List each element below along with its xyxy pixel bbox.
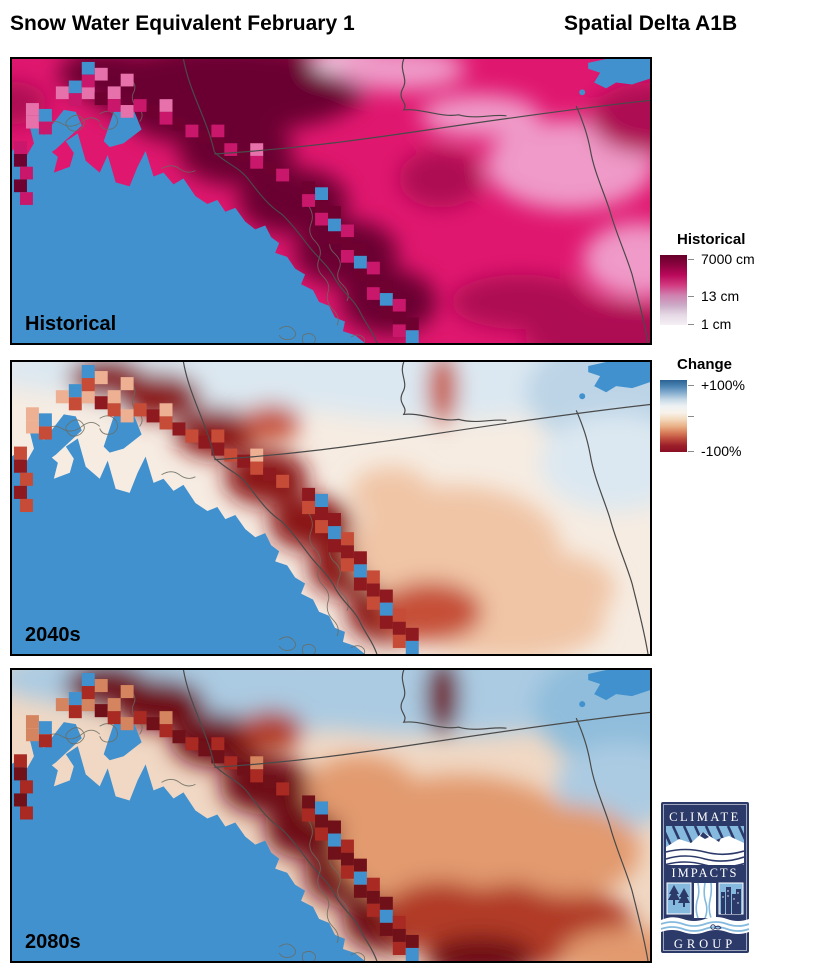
- river-icon: [661, 917, 749, 934]
- map-panel-2040s: 2040s: [10, 360, 652, 656]
- city-skyline-icon: [721, 887, 741, 914]
- ocean-inlet: [27, 722, 82, 773]
- legend-change-body: +100% -100%: [655, 377, 827, 459]
- small-lake: [579, 393, 586, 400]
- logo-word-group: GROUP: [674, 937, 736, 951]
- tick-label-mid: 13 cm: [701, 288, 740, 304]
- tick-label-max: 7000 cm: [701, 251, 755, 267]
- tick-label-min: 1 cm: [701, 316, 732, 332]
- tick-mark: [688, 416, 694, 417]
- logo-word-impacts: IMPACTS: [671, 866, 738, 880]
- tick-mark: [688, 259, 694, 260]
- ocean-inlet: [27, 109, 82, 159]
- historical-colorbar: [660, 255, 687, 325]
- ocean: [12, 125, 406, 343]
- coastline-detail: [41, 78, 366, 343]
- tick-mark: [688, 324, 694, 325]
- windows-dots: [722, 890, 739, 904]
- fish-icon: [710, 924, 722, 930]
- trees-icon: [668, 885, 690, 907]
- map-2040s-image: [12, 362, 650, 654]
- grid-cells: [13, 673, 419, 961]
- legend-change-title: Change: [677, 356, 733, 373]
- tick-mark: [688, 451, 694, 452]
- tick-label-max: +100%: [701, 377, 745, 393]
- ocean: [12, 738, 406, 961]
- logo-inner-frame: [663, 804, 747, 951]
- tick-label-min: -100%: [701, 443, 742, 459]
- admin-borders: [182, 362, 650, 654]
- map-2080s-image: [12, 670, 650, 961]
- figure-title: Snow Water Equivalent February 1: [10, 12, 355, 35]
- lake: [588, 362, 650, 393]
- grid-cells: [13, 365, 419, 654]
- lake: [588, 670, 650, 701]
- scenario-title: Spatial Delta A1B: [564, 12, 738, 35]
- small-lake: [579, 701, 586, 708]
- climate-impacts-group-logo: CLIMATE IMPACTS: [661, 802, 749, 953]
- grid-cells: [13, 61, 419, 343]
- map-panel-2080s: 2080s: [10, 668, 652, 963]
- logo-mountain-scene-icon: [666, 826, 744, 865]
- legend-change: Change +100% -100%: [655, 356, 827, 471]
- ocean-inlet: [27, 414, 82, 465]
- map-panel-historical: Historical: [10, 57, 652, 345]
- lake: [588, 59, 650, 89]
- logo-panels-icon: [666, 882, 744, 919]
- change-colorbar: [660, 380, 687, 452]
- ocean: [12, 430, 406, 654]
- map-label-historical: Historical: [25, 313, 117, 335]
- map-label-2040s: 2040s: [25, 624, 81, 646]
- legend-historical-title: Historical: [677, 231, 746, 248]
- legend-historical: Historical 7000 cm 13 cm 1 cm: [655, 231, 827, 346]
- admin-borders: [182, 59, 650, 343]
- map-label-2080s: 2080s: [25, 931, 81, 953]
- small-lake: [579, 89, 586, 96]
- tick-mark: [688, 385, 694, 386]
- tick-mark: [688, 296, 694, 297]
- legend-historical-body: 7000 cm 13 cm 1 cm: [655, 251, 827, 332]
- historical-map-image: [12, 59, 650, 343]
- logo-word-climate: CLIMATE: [669, 810, 741, 824]
- admin-borders: [182, 670, 650, 961]
